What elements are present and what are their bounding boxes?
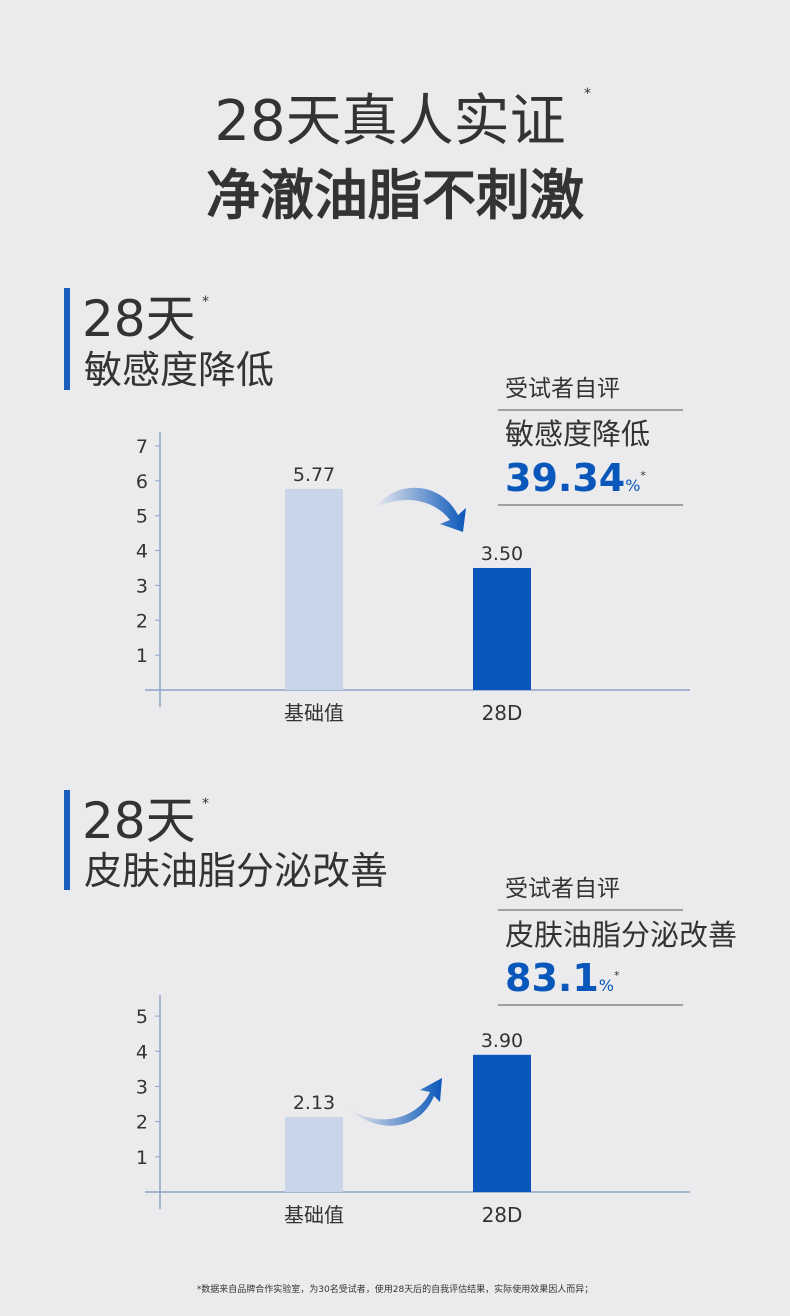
- section-heading: 28天: [82, 792, 196, 850]
- y-tick-label: 4: [136, 541, 148, 563]
- y-tick-label: 2: [136, 610, 148, 632]
- callout-title: 敏感度降低: [505, 417, 650, 451]
- bar: [473, 1054, 531, 1192]
- accent-bar: [64, 790, 70, 890]
- y-tick-label: 3: [136, 575, 148, 597]
- heading-mark: *: [202, 796, 209, 812]
- y-tick-label: 4: [136, 1041, 148, 1063]
- heading-mark: *: [202, 294, 209, 310]
- callout-value: 83.1%*: [505, 956, 620, 1000]
- value-label: 3.90: [481, 1030, 523, 1052]
- y-tick-label: 1: [136, 1147, 148, 1169]
- callout-mark: *: [640, 469, 646, 482]
- title-line2: 净澈油脂不刺激: [206, 164, 584, 227]
- title-line1: 28天真人实证: [214, 89, 565, 154]
- value-label: 2.13: [293, 1092, 335, 1114]
- x-tick-label: 28D: [482, 1203, 523, 1227]
- x-tick-label: 基础值: [284, 1203, 344, 1227]
- callout-value: 39.34%*: [505, 456, 646, 500]
- callout-unit: %: [625, 476, 640, 495]
- footnote: *数据来自品牌合作实验室，为30名受试者，使用28天后的自我评估结果，实际使用效…: [197, 1283, 593, 1295]
- y-tick-label: 1: [136, 645, 148, 667]
- section-title: 敏感度降低: [84, 348, 274, 392]
- callout-label: 受试者自评: [505, 376, 620, 402]
- callout-number: 39.34: [505, 456, 625, 500]
- x-tick-label: 28D: [482, 701, 523, 725]
- bar: [473, 567, 531, 690]
- callout-number: 83.1: [505, 956, 599, 1000]
- bar: [285, 1117, 343, 1192]
- value-label: 5.77: [293, 464, 335, 486]
- title-mark: *: [584, 86, 591, 102]
- bar: [285, 488, 343, 690]
- y-tick-label: 7: [136, 436, 148, 458]
- trend-arrow: [350, 1078, 442, 1126]
- y-tick-label: 5: [136, 1006, 148, 1028]
- section-title: 皮肤油脂分泌改善: [84, 849, 388, 893]
- y-tick-label: 5: [136, 506, 148, 528]
- x-tick-label: 基础值: [284, 701, 344, 725]
- value-label: 3.50: [481, 543, 523, 565]
- y-tick-label: 6: [136, 471, 148, 493]
- y-tick-label: 3: [136, 1076, 148, 1098]
- accent-bar: [64, 288, 70, 390]
- y-tick-label: 2: [136, 1112, 148, 1134]
- callout-label: 受试者自评: [505, 876, 620, 902]
- callout-mark: *: [614, 969, 620, 982]
- callout-unit: %: [599, 976, 614, 995]
- callout-title: 皮肤油脂分泌改善: [505, 918, 737, 952]
- section-heading: 28天: [82, 290, 196, 348]
- trend-arrow: [375, 487, 466, 532]
